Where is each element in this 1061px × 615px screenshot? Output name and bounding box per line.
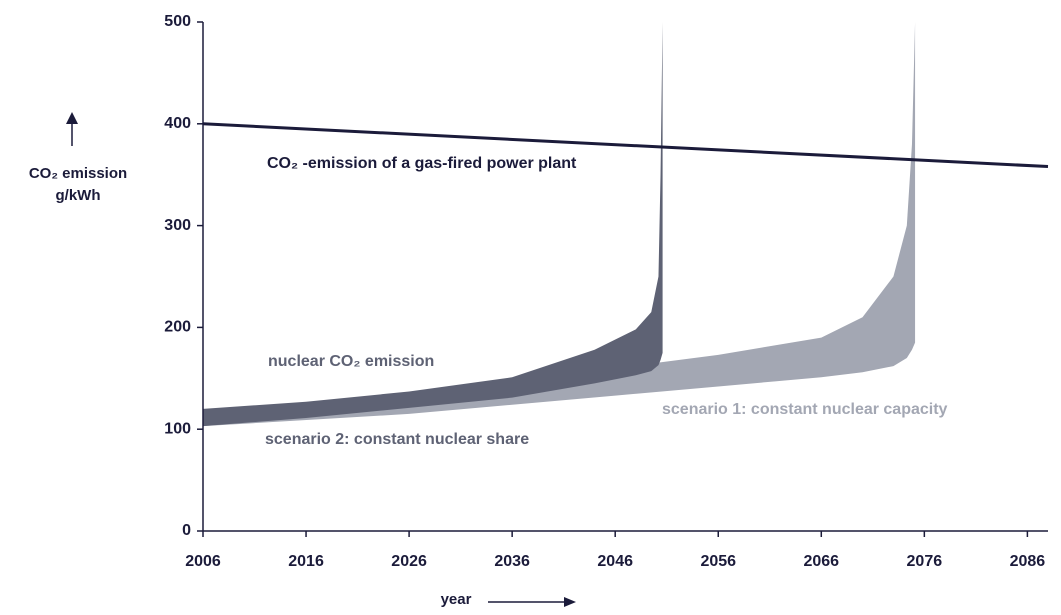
x-arrow-head	[564, 597, 576, 607]
x-tick-label: 2076	[907, 553, 943, 570]
y-tick-label: 100	[164, 420, 191, 437]
series-label: scenario 1: constant nuclear capacity	[662, 401, 948, 418]
x-tick-label: 2056	[700, 553, 736, 570]
series-label: CO₂ -emission of a gas-fired power plant	[267, 155, 577, 172]
x-tick-label: 2036	[494, 553, 530, 570]
x-tick-label: 2016	[288, 553, 324, 570]
x-tick-label: 2086	[1010, 553, 1046, 570]
x-tick-label: 2046	[597, 553, 633, 570]
x-axis-label: year	[441, 591, 472, 608]
y-axis-label: CO₂ emission	[29, 165, 127, 182]
x-tick-label: 2026	[391, 553, 427, 570]
line	[202, 122, 1049, 169]
series-label: scenario 2: constant nuclear share	[265, 431, 529, 448]
y-tick-label: 0	[182, 522, 191, 539]
y-tick-label: 500	[164, 13, 191, 30]
y-tick-label: 300	[164, 217, 191, 234]
y-tick-label: 400	[164, 115, 191, 132]
annotation: nuclear CO₂ emission	[268, 353, 434, 370]
x-tick-label: 2006	[185, 553, 221, 570]
y-tick-label: 200	[164, 319, 191, 336]
y-axis-label: g/kWh	[56, 187, 101, 204]
x-tick-label: 2066	[803, 553, 839, 570]
y-arrow-head	[66, 112, 78, 124]
